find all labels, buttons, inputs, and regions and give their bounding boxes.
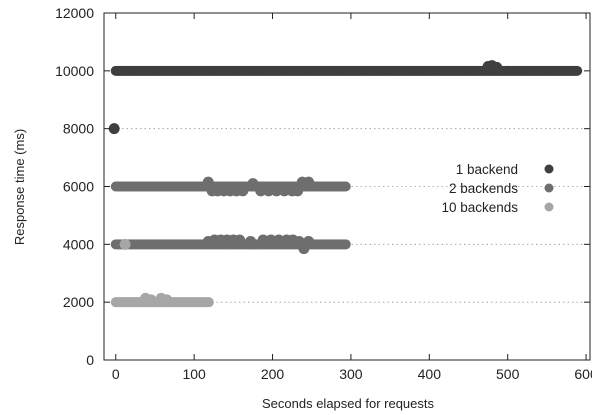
legend: 1 backend 2 backends 10 backends <box>441 162 554 215</box>
y-tick-label: 2000 <box>63 294 94 310</box>
data-point-1 <box>265 234 277 246</box>
data-points <box>108 60 583 308</box>
data-point-1 <box>292 185 304 197</box>
data-point-1 <box>303 176 315 188</box>
data-point-1 <box>257 234 269 246</box>
x-tick-label: 0 <box>112 366 120 382</box>
y-tick-label: 0 <box>86 352 94 368</box>
legend-marker <box>544 202 554 212</box>
legend-marker <box>544 183 554 193</box>
data-point-1 <box>278 185 290 197</box>
data-point-2 <box>203 297 214 308</box>
x-tick-label: 500 <box>496 366 520 382</box>
data-point-0 <box>108 123 120 135</box>
data-point-2 <box>161 294 173 306</box>
legend-label: 2 backends <box>449 181 518 196</box>
y-tick-label: 8000 <box>63 121 94 137</box>
x-tick-label: 300 <box>339 366 363 382</box>
y-tick-label: 6000 <box>63 179 94 195</box>
data-point-1 <box>273 234 285 246</box>
x-tick-label: 400 <box>418 366 442 382</box>
x-tick-label: 100 <box>182 366 206 382</box>
data-point-1 <box>202 176 214 188</box>
legend-label: 10 backends <box>441 200 518 215</box>
data-point-2 <box>119 238 131 250</box>
data-point-1 <box>303 235 315 247</box>
legend-label: 1 backend <box>456 162 518 177</box>
data-point-2 <box>145 294 157 306</box>
data-point-1 <box>340 181 351 192</box>
x-tick-label: 200 <box>261 366 285 382</box>
data-point-0 <box>572 65 583 76</box>
data-point-1 <box>237 185 249 197</box>
data-point-1 <box>340 239 351 250</box>
data-point-1 <box>270 185 282 197</box>
x-axis-title: Seconds elapsed for requests <box>262 396 434 411</box>
y-tick-label: 12000 <box>55 5 94 21</box>
y-tick-label: 4000 <box>63 236 94 252</box>
axis-ticks: 0100200300400500600020004000600080001000… <box>55 5 592 382</box>
data-point-1 <box>255 185 267 197</box>
data-point-1 <box>234 234 246 246</box>
legend-marker <box>544 164 554 174</box>
y-tick-label: 10000 <box>55 63 94 79</box>
data-point-1 <box>245 235 257 247</box>
data-point-1 <box>263 185 275 197</box>
data-point-1 <box>247 178 259 190</box>
x-tick-label: 600 <box>574 366 592 382</box>
data-point-0 <box>491 61 503 73</box>
y-axis-title: Response time (ms) <box>12 129 27 245</box>
